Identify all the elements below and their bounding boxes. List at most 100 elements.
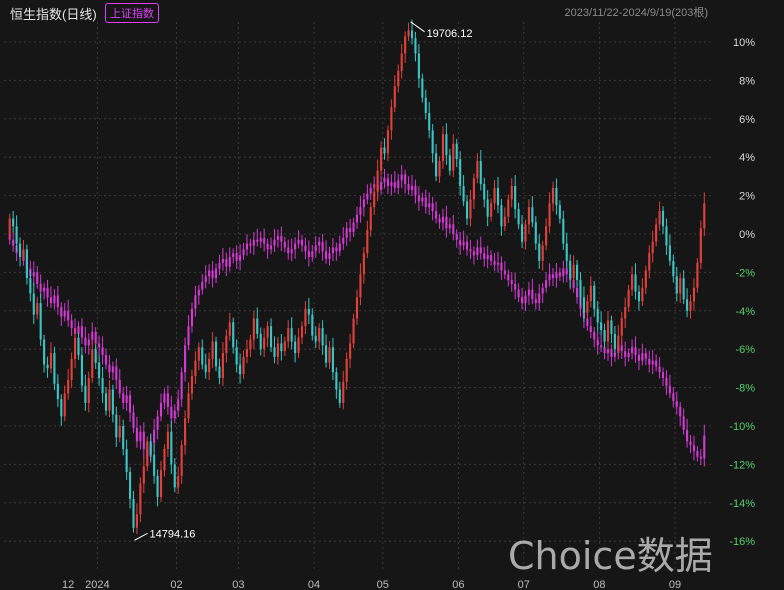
- sse-candle: [259, 237, 262, 242]
- hsi-candle: [675, 276, 678, 294]
- sse-candle: [311, 251, 314, 258]
- sse-candle: [266, 243, 269, 250]
- hsi-candle: [376, 170, 379, 192]
- hsi-candle: [627, 289, 630, 307]
- sse-candle: [658, 366, 661, 373]
- sse-candle: [349, 228, 352, 233]
- hsi-candle: [287, 328, 290, 342]
- hsi-candle: [263, 337, 266, 350]
- sse-candle: [352, 222, 355, 233]
- hsi-candle: [661, 210, 665, 227]
- hsi-candle: [459, 159, 462, 186]
- hsi-candle: [686, 299, 689, 311]
- hsi-candle: [359, 274, 362, 298]
- sse-candle: [455, 234, 458, 240]
- sse-candle: [139, 431, 142, 442]
- sse-candle: [159, 402, 163, 417]
- sse-candle: [410, 186, 414, 190]
- x-tick-label: 05: [377, 579, 389, 590]
- sse-candle: [321, 241, 324, 252]
- sse-candle: [397, 180, 400, 188]
- hsi-candle: [410, 30, 414, 39]
- y-tick-label: 6%: [739, 114, 755, 126]
- sse-candle: [304, 245, 307, 252]
- sse-candle: [122, 393, 125, 403]
- sse-candle: [503, 270, 506, 275]
- hsi-candle: [300, 326, 304, 338]
- sse-candle: [201, 282, 204, 290]
- sse-candle: [400, 174, 403, 181]
- hsi-candle: [211, 341, 214, 359]
- sse-candle: [180, 372, 183, 400]
- hsi-candle: [624, 306, 627, 319]
- sse-candle: [558, 272, 561, 277]
- hsi-candle: [579, 280, 582, 298]
- y-tick-label: 2%: [739, 191, 755, 203]
- hsi-candle: [245, 349, 249, 357]
- sse-candle: [627, 353, 630, 357]
- hsi-candle: [304, 308, 307, 327]
- hsi-candle: [380, 147, 383, 171]
- y-tick-label: 10%: [733, 37, 755, 49]
- hsi-candle: [218, 366, 221, 378]
- hsi-candle: [283, 341, 286, 352]
- hsi-candle: [159, 470, 163, 498]
- hsi-candle: [135, 514, 139, 528]
- y-tick-label: -4%: [735, 306, 755, 318]
- sse-candle: [342, 237, 345, 244]
- sse-candle: [665, 378, 668, 386]
- sse-candle: [524, 295, 527, 304]
- hsi-candle: [383, 147, 386, 154]
- sse-candle: [232, 253, 235, 258]
- hsi-candle: [424, 97, 427, 114]
- hsi-candle: [221, 353, 224, 378]
- hsi-candle: [328, 347, 331, 363]
- hsi-candle: [575, 264, 579, 281]
- hsi-candle: [455, 143, 458, 160]
- sse-candle: [572, 280, 575, 288]
- sse-candle: [435, 210, 438, 219]
- sse-candle: [407, 184, 410, 190]
- hsi-candle: [122, 426, 125, 450]
- sse-candle: [60, 306, 63, 317]
- sse-candle: [362, 199, 365, 208]
- hsi-candle: [441, 134, 445, 162]
- hsi-candle: [472, 178, 475, 200]
- hsi-candle: [318, 328, 321, 342]
- hsi-candle: [180, 445, 183, 476]
- high-pointer: [410, 21, 425, 33]
- hsi-candle: [648, 253, 651, 271]
- hsi-candle: [73, 337, 77, 359]
- x-tick-label: 02: [170, 579, 182, 590]
- hsi-candle: [242, 356, 245, 375]
- sse-candle: [606, 349, 610, 354]
- sse-candle: [393, 182, 396, 188]
- hsi-candle: [276, 343, 279, 357]
- hsi-candle: [658, 210, 661, 225]
- sse-candle: [476, 247, 479, 256]
- hsi-candle: [101, 378, 104, 394]
- hsi-candle: [232, 322, 235, 348]
- sse-candle: [287, 247, 290, 254]
- hsi-candle: [184, 418, 187, 446]
- hsi-candle: [524, 224, 527, 242]
- sse-candle: [490, 255, 493, 261]
- sse-candle: [675, 401, 678, 407]
- sse-candle: [514, 283, 517, 290]
- hsi-candle: [428, 113, 431, 131]
- low-pointer: [134, 532, 148, 541]
- hsi-candle: [572, 264, 575, 279]
- hsi-candle: [60, 399, 63, 417]
- sse-candle: [46, 287, 49, 298]
- sse-candle: [318, 241, 321, 246]
- sse-candle: [421, 197, 424, 202]
- hsi-candle: [503, 216, 506, 227]
- sse-candle: [56, 295, 59, 307]
- hsi-candle: [452, 143, 455, 171]
- hsi-candle: [170, 431, 173, 465]
- compare-badge[interactable]: 上证指数: [105, 3, 159, 23]
- hsi-candle: [345, 358, 348, 382]
- hsi-candle: [8, 218, 11, 234]
- hsi-candle: [538, 243, 541, 261]
